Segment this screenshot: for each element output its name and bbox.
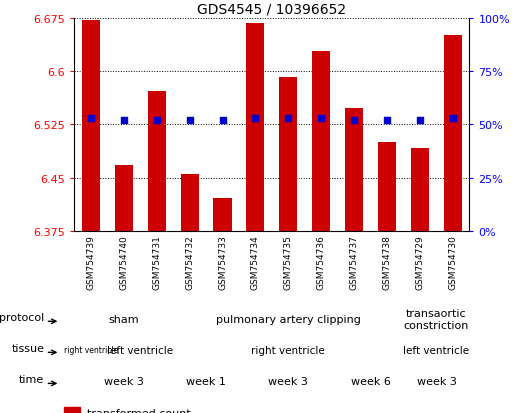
Text: GSM754732: GSM754732 (185, 235, 194, 290)
Bar (411, 148, 429, 231)
Bar (181, 175, 199, 231)
Text: protocol: protocol (0, 313, 44, 323)
Point (87, 115, 95, 122)
Text: tissue: tissue (11, 344, 44, 354)
Bar (279, 77, 298, 231)
Bar (64, 407, 80, 413)
Text: transaortic
constriction: transaortic constriction (404, 308, 469, 330)
Text: transformed count: transformed count (87, 408, 191, 413)
Point (152, 117, 161, 124)
Text: right ventricle: right ventricle (64, 346, 118, 354)
Text: GSM754730: GSM754730 (448, 235, 458, 290)
Bar (345, 109, 363, 231)
Bar (82, 21, 100, 231)
Text: left ventricle: left ventricle (107, 345, 173, 355)
Point (120, 117, 128, 124)
Point (317, 115, 325, 122)
Point (383, 117, 391, 124)
Text: GSM754739: GSM754739 (86, 235, 95, 290)
Text: GSM754735: GSM754735 (284, 235, 293, 290)
Text: GSM754729: GSM754729 (416, 235, 425, 290)
Point (186, 117, 194, 124)
Bar (378, 142, 396, 231)
Text: left ventricle: left ventricle (403, 345, 469, 355)
Text: sham: sham (108, 314, 139, 324)
Text: GSM754738: GSM754738 (383, 235, 391, 290)
Text: week 1: week 1 (186, 376, 226, 386)
Bar (115, 166, 133, 231)
Text: pulmonary artery clipping: pulmonary artery clipping (216, 314, 361, 324)
Text: GSM754731: GSM754731 (152, 235, 161, 290)
Text: GSM754734: GSM754734 (251, 235, 260, 290)
Text: time: time (19, 375, 44, 385)
Point (449, 115, 457, 122)
Text: week 6: week 6 (351, 376, 390, 386)
Bar (312, 52, 330, 231)
Text: GSM754737: GSM754737 (350, 235, 359, 290)
Text: week 3: week 3 (268, 376, 308, 386)
Title: GDS4545 / 10396652: GDS4545 / 10396652 (198, 2, 346, 16)
Point (251, 115, 260, 122)
Bar (444, 36, 462, 231)
Text: GSM754740: GSM754740 (119, 235, 128, 290)
Text: week 3: week 3 (417, 376, 457, 386)
Bar (246, 24, 265, 231)
Point (416, 117, 424, 124)
Bar (213, 199, 231, 231)
Text: week 3: week 3 (104, 376, 144, 386)
Text: right ventricle: right ventricle (251, 345, 325, 355)
Bar (148, 92, 166, 231)
Point (284, 115, 292, 122)
Text: GSM754733: GSM754733 (218, 235, 227, 290)
Point (350, 117, 358, 124)
Text: GSM754736: GSM754736 (317, 235, 326, 290)
Point (219, 117, 227, 124)
